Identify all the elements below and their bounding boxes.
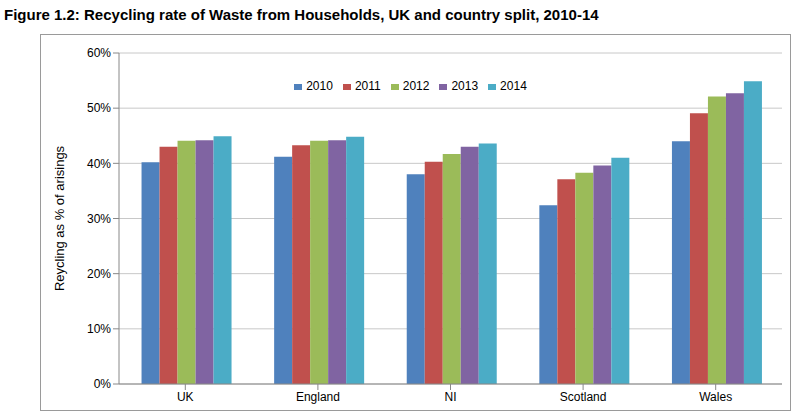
html-text:2014: 2014 <box>500 79 527 93</box>
svg-text:30%: 30% <box>87 212 111 226</box>
html-text:2012: 2012 <box>402 79 430 93</box>
svg-text:0%: 0% <box>94 377 112 391</box>
svg-text:England: England <box>296 390 340 404</box>
svg-text:UK: UK <box>177 390 194 404</box>
svg-text:Wales: Wales <box>699 390 732 404</box>
html-text:2011: 2011 <box>354 79 381 93</box>
svg-text:60%: 60% <box>87 46 111 60</box>
svg-text:20%: 20% <box>87 267 111 281</box>
svg-text:Reycling as % of arisings: Reycling as % of arisings <box>52 145 67 291</box>
svg-text:40%: 40% <box>87 157 111 171</box>
svg-text:50%: 50% <box>87 101 111 115</box>
html-text:2013: 2013 <box>451 79 479 93</box>
svg-text:NI: NI <box>445 390 457 404</box>
html-text:Figure 1.2: Recycling rate of: Figure 1.2: Recycling rate of Waste from… <box>4 6 599 23</box>
html-text:2010: 2010 <box>306 79 333 93</box>
svg-text:10%: 10% <box>87 322 111 336</box>
svg-text:Scotland: Scotland <box>560 390 607 404</box>
